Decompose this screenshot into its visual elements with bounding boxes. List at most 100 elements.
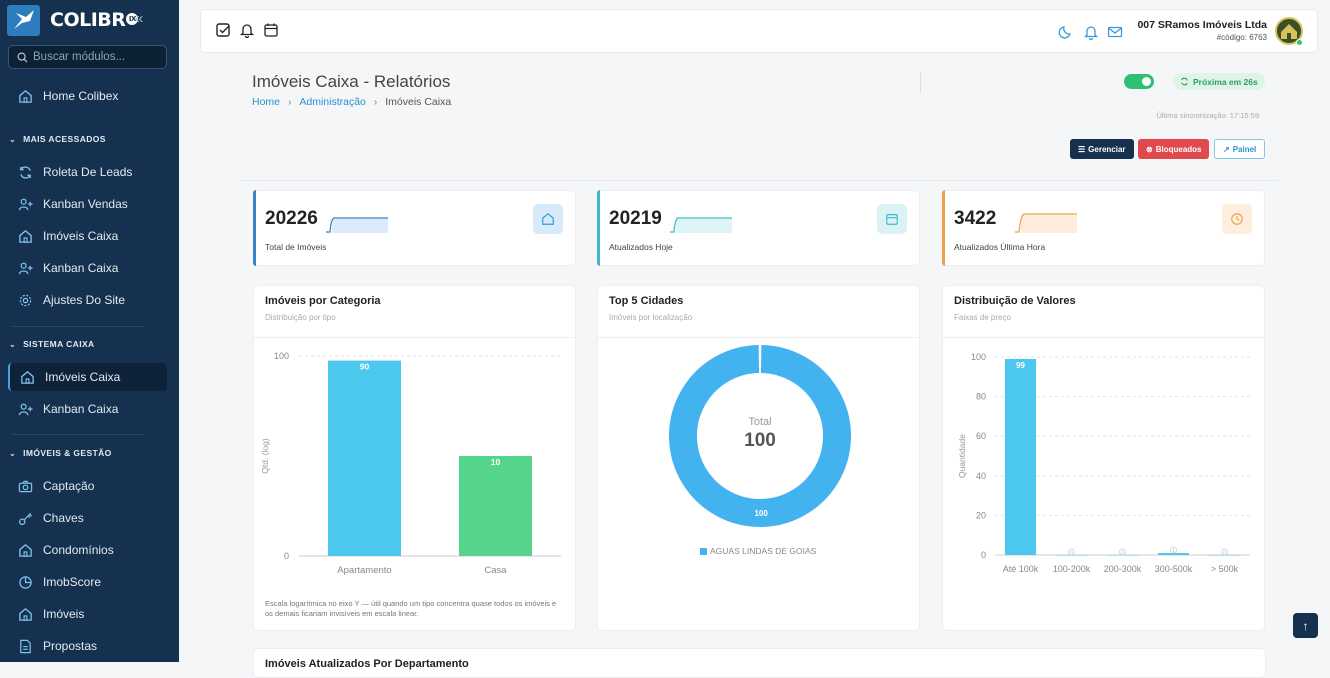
sidebar-item-imoveis-caixa[interactable]: Imóveis Caixa <box>8 222 167 250</box>
data-label: 0 <box>1070 550 1073 555</box>
chevron-down-icon: ⌄ <box>9 448 17 458</box>
sidebar-item-ajustes-do-site[interactable]: Ajustes Do Site <box>8 286 167 314</box>
chart-card-category: Imóveis por Categoria Distribuição por t… <box>253 285 576 631</box>
chart-title: Imóveis por Categoria <box>265 295 381 307</box>
y-tick-label: 0 <box>981 550 986 560</box>
sidebar-item-kanban-vendas[interactable]: Kanban Vendas <box>8 190 167 218</box>
category-bar-chart: 100 0 Qtd. (log) 90 Apartamento 10 Casa <box>260 351 561 576</box>
stat-label: Atualizados Última Hora <box>954 242 1046 252</box>
logo[interactable]: COLIBR IX <box>7 4 139 36</box>
bar <box>459 456 532 556</box>
company-code: #código: 6763 <box>1216 33 1267 42</box>
home-icon <box>19 543 32 557</box>
pie-icon <box>19 575 32 589</box>
calendar-icon[interactable] <box>263 22 279 38</box>
breadcrumb-administracao[interactable]: Administração <box>299 96 366 108</box>
document-icon <box>20 639 31 653</box>
section-sistema-caixa[interactable]: ⌄ SISTEMA CAIXA <box>9 339 95 349</box>
sidebar-item-imobscore[interactable]: ImobScore <box>8 568 167 596</box>
chevron-right-icon: › <box>373 96 378 108</box>
y-tick-label: 20 <box>976 510 986 520</box>
bird-logo-icon <box>7 4 40 36</box>
moon-icon[interactable] <box>1058 24 1074 40</box>
data-label: 0 <box>1223 550 1226 555</box>
y-axis-label: Qtd. (log) <box>260 438 270 474</box>
chevron-down-icon: ⌄ <box>9 339 17 349</box>
breadcrumb-current: Imóveis Caixa <box>385 96 452 108</box>
checkbox-icon[interactable] <box>215 22 231 38</box>
stat-card-last-hour: 3422 Atualizados Última Hora <box>942 190 1265 266</box>
stat-label: Atualizados Hoje <box>609 242 673 252</box>
bell-icon[interactable] <box>239 22 255 38</box>
donut-slice <box>669 345 851 527</box>
sidebar-item-condominios[interactable]: Condomínios <box>8 536 167 564</box>
section-mais-acessados[interactable]: ⌄ MAIS ACESSADOS <box>9 134 106 144</box>
collapse-sidebar-icon[interactable]: « <box>135 10 144 27</box>
blocked-button[interactable]: ⊗ Bloqueados <box>1138 139 1210 159</box>
auto-refresh-toggle[interactable] <box>1124 74 1154 89</box>
external-link-icon: ↗ <box>1223 144 1230 154</box>
sidebar-item-kanban-caixa[interactable]: Kanban Caixa <box>8 254 167 282</box>
panel-button[interactable]: ↗ Painel <box>1214 139 1266 159</box>
donut-center-value: 100 <box>744 430 776 451</box>
list-icon: ☰ <box>1078 144 1086 154</box>
breadcrumb-home[interactable]: Home <box>252 96 281 108</box>
header-divider <box>920 72 921 92</box>
x-tick-label: 100-200k <box>1053 564 1091 574</box>
clock-icon <box>1222 204 1252 234</box>
bar <box>328 360 401 556</box>
chevron-down-icon: ⌄ <box>9 134 17 144</box>
scroll-to-top-button[interactable]: ↑ <box>1293 613 1318 638</box>
chart-subtitle: Distribuição por tipo <box>265 313 336 322</box>
data-label: 0 <box>1121 550 1124 555</box>
next-refresh-badge: Próxima em 26s <box>1173 73 1265 90</box>
search-input[interactable] <box>33 51 153 63</box>
home-icon <box>21 370 34 384</box>
sidebar-item-home[interactable]: Home Colibex <box>8 82 167 110</box>
stat-value: 20226 <box>265 208 318 229</box>
search-icon <box>17 52 28 63</box>
donut-center-label: Total <box>748 416 771 428</box>
data-label-marker <box>1221 548 1228 556</box>
mail-icon[interactable] <box>1107 24 1123 40</box>
sparkline <box>326 217 388 233</box>
sidebar-item-roleta-de-leads[interactable]: Roleta De Leads <box>8 158 167 186</box>
notification-bell-icon[interactable] <box>1083 24 1099 40</box>
x-tick-label: > 500k <box>1211 564 1239 574</box>
cities-donut-chart: 100 Total 100 <box>669 345 851 527</box>
module-search[interactable] <box>8 45 167 69</box>
page-title: Imóveis Caixa - Relatórios <box>252 72 451 91</box>
top-bar: 007 SRamos Imóveis Ltda #código: 6763 <box>200 9 1318 53</box>
sidebar-item-propostas[interactable]: Propostas <box>8 632 167 660</box>
logo-text: COLIBR IX <box>50 9 139 31</box>
company-info[interactable]: 007 SRamos Imóveis Ltda #código: 6763 <box>1137 19 1267 42</box>
x-tick-label: Apartamento <box>337 565 391 576</box>
sidebar-item-chaves[interactable]: Chaves <box>8 504 167 532</box>
stat-card-total: 20226 Total de Imóveis <box>253 190 576 266</box>
sidebar-divider <box>12 326 144 327</box>
sidebar-item-imoveis-caixa-active[interactable]: Imóveis Caixa <box>8 363 167 391</box>
sidebar-item-imoveis[interactable]: Imóveis <box>8 600 167 628</box>
legend-swatch <box>700 547 707 555</box>
y-tick-label: 80 <box>976 392 986 402</box>
gear-icon <box>19 294 32 306</box>
x-tick-label: 200-300k <box>1104 564 1142 574</box>
y-tick-label: 60 <box>976 431 986 441</box>
refresh-icon <box>20 165 31 179</box>
house-logo-icon <box>1281 24 1297 39</box>
sparkline <box>670 217 732 233</box>
sidebar-item-captacao[interactable]: Captação <box>8 472 167 500</box>
chart-title: Top 5 Cidades <box>609 295 684 307</box>
avatar[interactable] <box>1275 17 1303 45</box>
legend-item[interactable]: AGUAS LINDAS DE GOIAS <box>700 546 816 556</box>
manage-button[interactable]: ☰ Gerenciar <box>1070 139 1134 159</box>
stat-label: Total de Imóveis <box>265 242 327 252</box>
sparkline <box>1015 213 1077 233</box>
user-plus-icon <box>18 403 33 415</box>
sidebar-item-kanban-caixa-2[interactable]: Kanban Caixa <box>8 395 167 423</box>
data-label-marker <box>1119 548 1126 556</box>
section-imoveis-gestao[interactable]: ⌄ IMÓVEIS & GESTÃO <box>9 448 112 458</box>
stat-card-today: 20219 Atualizados Hoje <box>597 190 920 266</box>
